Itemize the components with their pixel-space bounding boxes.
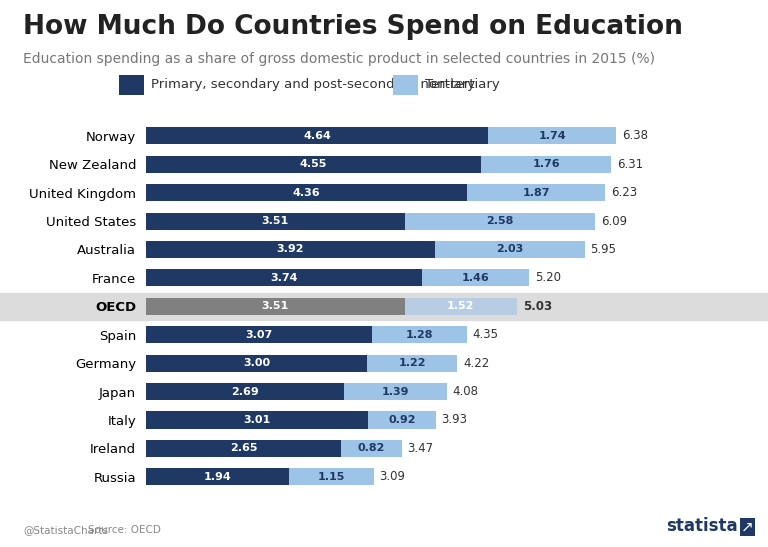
Text: 3.47: 3.47: [408, 442, 434, 455]
Text: 4.55: 4.55: [300, 159, 327, 169]
Text: 1.87: 1.87: [522, 188, 550, 197]
Text: 2.03: 2.03: [496, 245, 524, 254]
Text: 2.65: 2.65: [230, 444, 257, 453]
Text: 3.92: 3.92: [276, 245, 304, 254]
Text: 4.08: 4.08: [452, 385, 478, 398]
Text: @StatistaCharts: @StatistaCharts: [23, 525, 108, 535]
Text: 6.38: 6.38: [622, 129, 648, 142]
Bar: [146, 440, 341, 457]
Text: 1.74: 1.74: [538, 131, 566, 141]
Text: ↗: ↗: [741, 520, 754, 535]
Text: 1.94: 1.94: [204, 472, 231, 482]
Bar: [146, 468, 289, 485]
Bar: [405, 298, 517, 315]
Text: 3.74: 3.74: [270, 273, 297, 283]
Text: 3.00: 3.00: [243, 358, 270, 368]
Text: 1.28: 1.28: [406, 330, 433, 340]
FancyBboxPatch shape: [119, 75, 144, 95]
Bar: [368, 411, 435, 428]
Text: 5.03: 5.03: [523, 300, 551, 313]
Text: 3.09: 3.09: [379, 470, 406, 484]
Bar: [344, 383, 447, 400]
Bar: [146, 269, 422, 287]
Text: 6.23: 6.23: [611, 186, 637, 199]
Text: 4.22: 4.22: [463, 357, 489, 370]
Text: 3.01: 3.01: [243, 415, 270, 425]
Text: 3.93: 3.93: [442, 414, 468, 427]
Bar: [289, 468, 374, 485]
Text: 1.15: 1.15: [318, 472, 345, 482]
Text: 5.20: 5.20: [535, 271, 561, 284]
Text: 3.51: 3.51: [262, 216, 289, 226]
Bar: [146, 156, 482, 173]
Text: 0.92: 0.92: [388, 415, 415, 425]
Bar: [405, 213, 595, 230]
Text: 1.46: 1.46: [462, 273, 489, 283]
Text: 3.51: 3.51: [262, 301, 289, 311]
Bar: [146, 383, 344, 400]
Bar: [488, 127, 616, 144]
Text: How Much Do Countries Spend on Education: How Much Do Countries Spend on Education: [23, 14, 683, 40]
Text: 2.69: 2.69: [231, 387, 259, 397]
Bar: [146, 298, 405, 315]
Bar: [341, 440, 402, 457]
Text: Primary, secondary and post-secondary non-tertiary: Primary, secondary and post-secondary no…: [151, 78, 500, 91]
Text: 1.52: 1.52: [447, 301, 475, 311]
Bar: [367, 354, 457, 371]
Bar: [0, 293, 768, 320]
Text: 1.39: 1.39: [382, 387, 409, 397]
Text: 4.64: 4.64: [303, 131, 331, 141]
Bar: [482, 156, 611, 173]
FancyBboxPatch shape: [125, 293, 752, 320]
FancyBboxPatch shape: [393, 75, 418, 95]
Text: 4.36: 4.36: [293, 188, 320, 197]
Text: Tertiary: Tertiary: [425, 78, 475, 91]
Text: 5.95: 5.95: [591, 243, 617, 256]
Bar: [435, 241, 584, 258]
Bar: [146, 326, 372, 344]
Text: 1.76: 1.76: [532, 159, 560, 169]
Text: 4.35: 4.35: [472, 328, 498, 341]
Bar: [372, 326, 467, 344]
Text: 0.82: 0.82: [358, 444, 386, 453]
Text: 2.58: 2.58: [486, 216, 514, 226]
Text: Source: OECD: Source: OECD: [88, 525, 161, 535]
Bar: [146, 184, 468, 201]
Bar: [146, 241, 435, 258]
Bar: [146, 213, 405, 230]
Text: 3.07: 3.07: [246, 330, 273, 340]
Bar: [146, 354, 367, 371]
Bar: [422, 269, 529, 287]
Text: Education spending as a share of gross domestic product in selected countries in: Education spending as a share of gross d…: [23, 52, 655, 66]
Text: statista: statista: [666, 517, 737, 535]
Bar: [468, 184, 605, 201]
Text: 6.09: 6.09: [601, 214, 627, 228]
Bar: [146, 127, 488, 144]
Text: 1.22: 1.22: [399, 358, 425, 368]
Bar: [146, 411, 368, 428]
Text: 6.31: 6.31: [617, 158, 643, 171]
